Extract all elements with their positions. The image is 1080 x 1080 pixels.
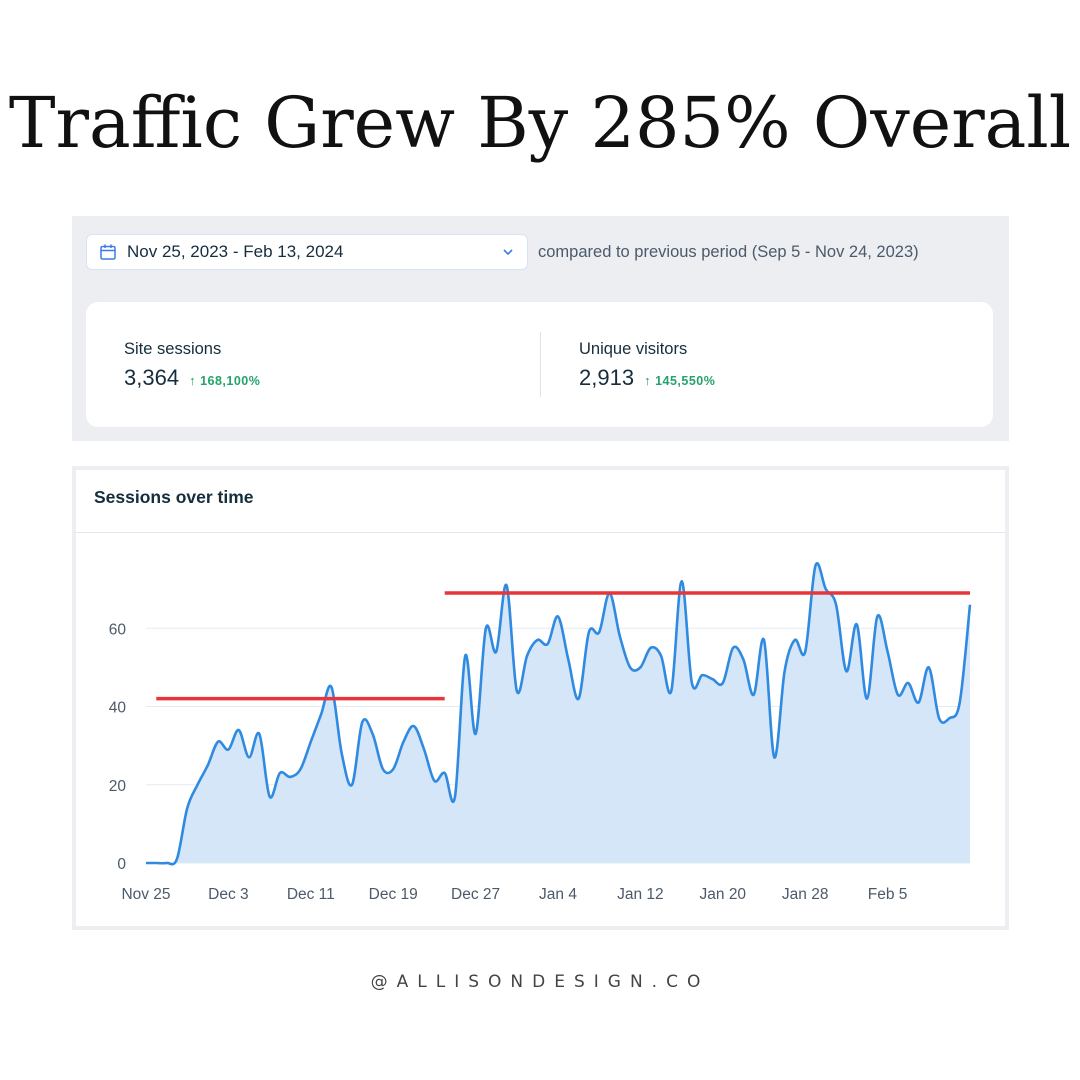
sessions-line — [146, 562, 972, 866]
filter-panel: Nov 25, 2023 - Feb 13, 2024 compared to … — [72, 216, 1009, 441]
x-tick-label: Jan 28 — [782, 886, 829, 903]
stat-unique-visitors: Unique visitors 2,913 ↑ 145,550% — [579, 340, 715, 391]
chart-title: Sessions over time — [94, 487, 254, 507]
footer-handle: @ALLISONDESIGN.CO — [370, 972, 710, 992]
x-tick-label: Jan 4 — [539, 886, 577, 903]
x-tick-label: Dec 3 — [208, 886, 249, 903]
comparison-text: compared to previous period (Sep 5 - Nov… — [538, 243, 919, 261]
x-tick-label: Dec 19 — [369, 886, 418, 903]
sessions-area — [146, 563, 970, 865]
stat-label: Site sessions — [124, 340, 222, 358]
date-range-picker[interactable]: Nov 25, 2023 - Feb 13, 2024 — [86, 234, 528, 270]
x-tick-label: Dec 11 — [287, 886, 335, 903]
stats-card: Site sessions 3,364 ↑ 168,100% Unique vis… — [86, 302, 993, 427]
stat-change: ↑ 145,550% — [644, 373, 716, 388]
sessions-chart-panel: Sessions over time 0 20 40 60 Nov 25 Dec 3 Dec… — [72, 466, 1009, 930]
stat-value: 2,913 — [579, 365, 635, 390]
date-range-value: Nov 25, 2023 - Feb 13, 2024 — [127, 242, 344, 261]
chevron-down-icon — [501, 245, 515, 259]
x-tick-label: Jan 20 — [700, 886, 747, 903]
y-tick-label: 60 — [109, 621, 127, 638]
x-tick-label: Dec 27 — [451, 886, 500, 903]
calendar-icon — [99, 243, 117, 261]
stat-change: ↑ 168,100% — [189, 373, 261, 388]
divider — [540, 332, 541, 397]
headline: Traffic Grew By 285% Overall — [8, 82, 1072, 164]
arrow-up-icon: ↑ — [189, 373, 197, 388]
stat-label: Unique visitors — [579, 340, 688, 358]
y-tick-label: 20 — [109, 778, 127, 795]
stat-value: 3,364 — [124, 365, 180, 390]
x-tick-label: Jan 12 — [617, 886, 664, 903]
x-tick-label: Nov 25 — [121, 886, 170, 903]
y-tick-label: 0 — [117, 856, 126, 873]
stat-site-sessions: Site sessions 3,364 ↑ 168,100% — [124, 340, 260, 391]
x-tick-label: Feb 5 — [868, 886, 908, 903]
y-tick-label: 40 — [109, 700, 127, 717]
arrow-up-icon: ↑ — [644, 373, 652, 388]
chart-header-divider — [76, 532, 1005, 533]
sessions-chart: 0 20 40 60 Nov 25 Dec 3 Dec 11 Dec 19 Dec 27 Jan … — [109, 562, 972, 903]
